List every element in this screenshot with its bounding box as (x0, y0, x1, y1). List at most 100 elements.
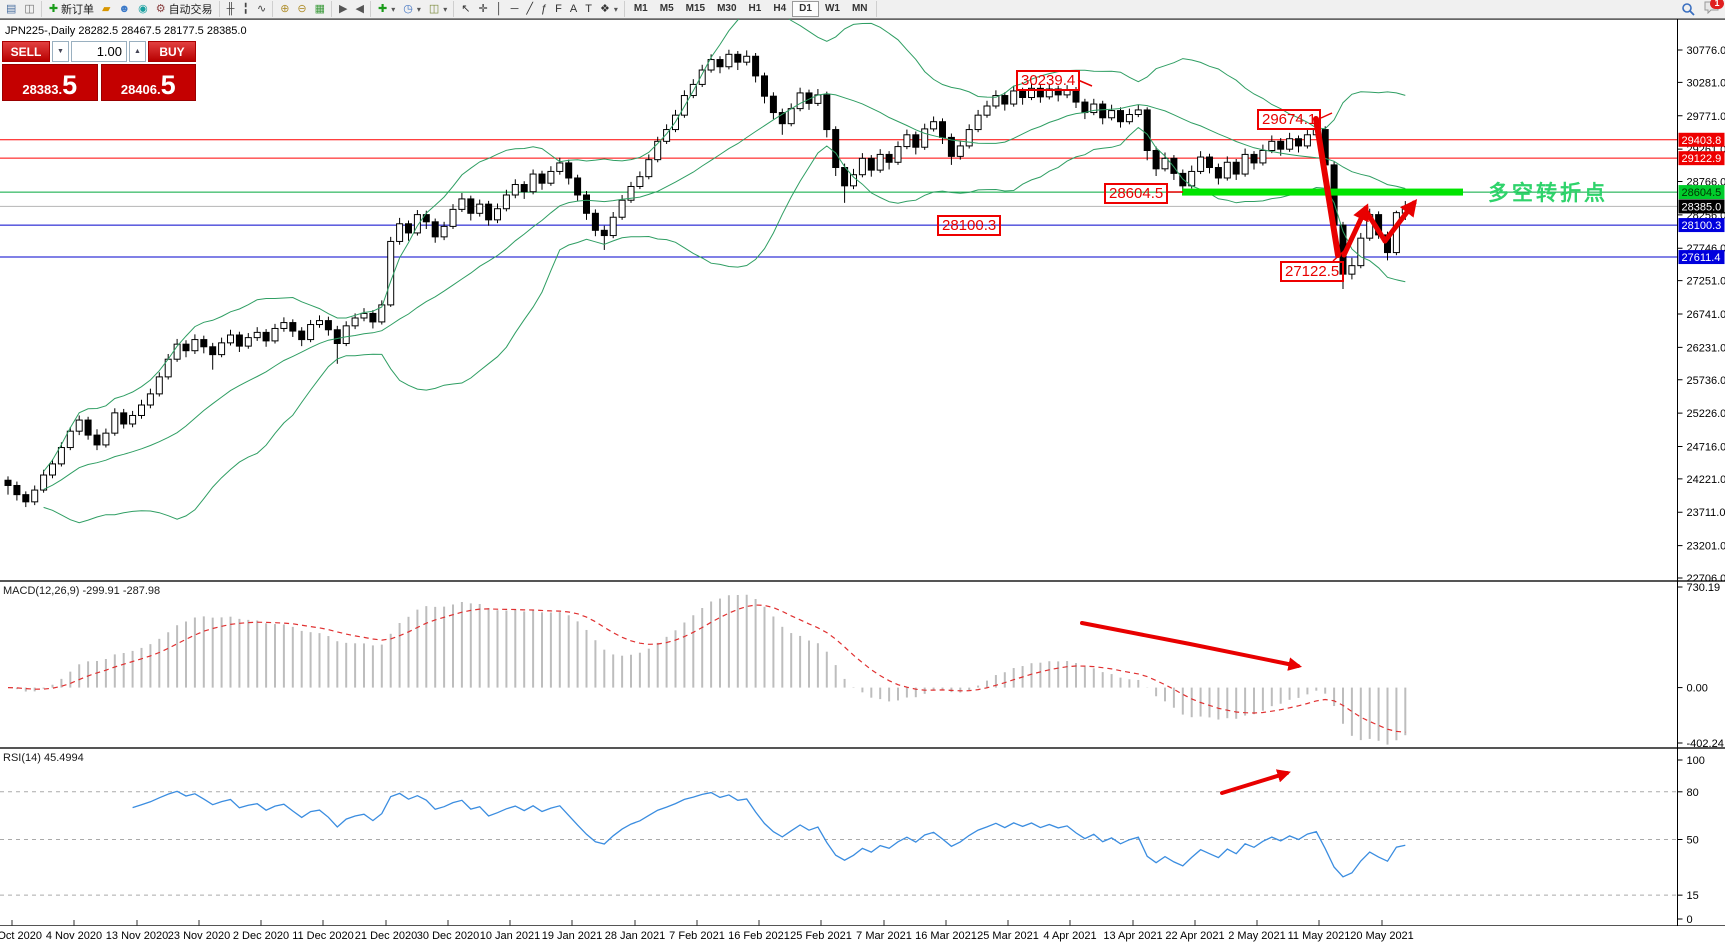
zoom-in-icon: ⊕ (280, 2, 289, 16)
timeframe-button-w1[interactable]: W1 (819, 2, 846, 16)
search-icon[interactable] (1681, 2, 1695, 16)
arrows-icon: ❖ (600, 2, 610, 16)
sell-price: 28383. (22, 82, 62, 97)
timeframe-button-m30[interactable]: M30 (711, 2, 742, 16)
add-indicator-button[interactable]: ✚▾ (374, 2, 399, 17)
dropdown-arrow-icon[interactable]: ▾ (614, 5, 618, 14)
date-label: 13 Nov 2020 (106, 930, 168, 942)
cursor-icon[interactable]: ↖ (457, 2, 474, 17)
volume-increase-button[interactable]: ▲ (129, 41, 146, 62)
dropdown-arrow-icon[interactable]: ▾ (417, 5, 421, 14)
macd-canvas[interactable]: 730.190.00-402.24 (0, 581, 1725, 748)
price-axis-tick: 24716.0 (1687, 441, 1725, 453)
chart-shift-icon: ◀ (356, 2, 364, 16)
price-axis-tick: 26741.0 (1687, 309, 1725, 321)
timeframe-button-d1[interactable]: D1 (792, 1, 819, 17)
arrows-icon[interactable]: ❖▾ (596, 2, 622, 17)
text-icon[interactable]: A (566, 2, 581, 17)
price-annotation-box[interactable]: 27122.5 (1280, 261, 1344, 282)
horizontal-line-icon[interactable]: ─ (507, 2, 523, 17)
timeframe-button-h4[interactable]: H4 (767, 2, 792, 16)
price-axis-tick: 30776.0 (1687, 45, 1725, 57)
one-click-trading-widget: SELL ▼ ▲ BUY 28383. 5 28406. 5 (2, 41, 196, 101)
timeframe-button-h1[interactable]: H1 (743, 2, 768, 16)
toolbar-group: ▶◀ (333, 1, 371, 17)
buy-price-box[interactable]: 28406. 5 (101, 64, 197, 101)
zoom-in-icon[interactable]: ⊕ (276, 2, 293, 17)
date-label: 10 Jan 2021 (480, 930, 541, 942)
dropdown-arrow-icon[interactable]: ▾ (443, 5, 447, 14)
crosshair-icon[interactable]: ✛ (474, 2, 491, 17)
new-order-button[interactable]: ✚新订单 (45, 2, 98, 17)
date-label: 11 May 2021 (1288, 930, 1351, 942)
timeframe-button-m1[interactable]: M1 (628, 2, 654, 16)
price-annotation-box[interactable]: 28100.3 (937, 215, 1001, 236)
template-button[interactable]: ◫▾ (425, 2, 451, 17)
timeframe-button-m15[interactable]: M15 (680, 2, 711, 16)
timeframe-button-mn[interactable]: MN (846, 2, 874, 16)
auto-scroll-icon[interactable]: ▶ (335, 2, 351, 17)
auto-trading-button: ⚙ (156, 2, 166, 16)
period-button[interactable]: ◷▾ (399, 2, 425, 17)
text-label-icon: T (585, 2, 592, 16)
ohlc-bars-icon: ╫ (227, 2, 235, 16)
profiles-icon: ◫ (24, 2, 34, 16)
fibonacci-icon[interactable]: ƒ (537, 2, 551, 17)
buy-price-pips: 5 (161, 73, 176, 97)
date-label: 4 Nov 2020 (46, 930, 102, 942)
line-chart-icon[interactable]: ∿ (253, 2, 270, 17)
vertical-line-icon[interactable]: │ (492, 2, 507, 17)
community-icon: ☻ (119, 2, 131, 16)
trendline-icon[interactable]: ╱ (522, 2, 537, 17)
vertical-line-icon: │ (496, 2, 503, 16)
macd-axis-tick: 730.19 (1687, 582, 1721, 594)
price-annotation-box[interactable]: 29674.1 (1257, 109, 1321, 130)
rsi-axis-tick: 50 (1687, 835, 1699, 847)
rsi-axis-tick: 15 (1687, 890, 1699, 902)
signals-icon: ◉ (138, 2, 148, 16)
zoom-out-icon[interactable]: ⊖ (293, 2, 310, 17)
price-badge: 28385.0 (1682, 201, 1722, 213)
notifications-button[interactable]: 1 (1704, 1, 1719, 17)
dropdown-arrow-icon[interactable]: ▾ (391, 5, 395, 14)
candlestick-icon: ╏ (242, 2, 249, 16)
tile-windows-icon[interactable]: ▦ (311, 2, 329, 17)
text-label-icon[interactable]: T (581, 2, 596, 17)
buy-button[interactable]: BUY (148, 41, 196, 62)
profiles-icon[interactable]: ◫ (20, 2, 38, 17)
volume-input[interactable] (71, 41, 127, 62)
sell-button[interactable]: SELL (2, 41, 50, 62)
price-annotation-box[interactable]: 30239.4 (1016, 70, 1080, 91)
price-axis-tick: 26231.0 (1687, 342, 1725, 354)
chart-shift-icon[interactable]: ◀ (352, 2, 368, 17)
price-badge: 27611.4 (1682, 252, 1721, 264)
date-label: 2 May 2021 (1228, 930, 1285, 942)
date-label: 22 Apr 2021 (1165, 930, 1224, 942)
toolbar-group: ╫ ╏ ∿ (221, 1, 274, 17)
ohlc-bars-icon[interactable]: ╫ (223, 2, 239, 17)
community-icon[interactable]: ☻ (115, 2, 135, 17)
deposit-icon[interactable]: ▰ (98, 2, 114, 17)
candlestick-icon[interactable]: ╏ (238, 2, 253, 17)
rsi-axis-tick: 0 (1687, 914, 1693, 926)
signals-icon[interactable]: ◉ (134, 2, 152, 17)
volume-decrease-button[interactable]: ▼ (52, 41, 69, 62)
timeframe-button-m5[interactable]: M5 (654, 2, 680, 16)
price-annotation-box[interactable]: 28604.5 (1104, 183, 1168, 204)
auto-scroll-icon: ▶ (339, 2, 347, 16)
date-label: 25 Feb 2021 (790, 930, 852, 942)
charts-bar-icon[interactable]: ▤ (2, 2, 20, 17)
fibonacci-icon: ƒ (541, 2, 547, 16)
template-button: ◫ (429, 2, 439, 16)
main-chart-canvas[interactable]: 30776.030281.029771.029261.028766.028256… (0, 19, 1725, 581)
cursor-icon: ↖ (461, 2, 470, 16)
price-badge: 28100.3 (1682, 220, 1722, 232)
auto-trading-button[interactable]: ⚙自动交易 (152, 2, 217, 17)
fibonacci-expansion-icon[interactable]: F (551, 2, 566, 17)
sell-price-box[interactable]: 28383. 5 (2, 64, 98, 101)
